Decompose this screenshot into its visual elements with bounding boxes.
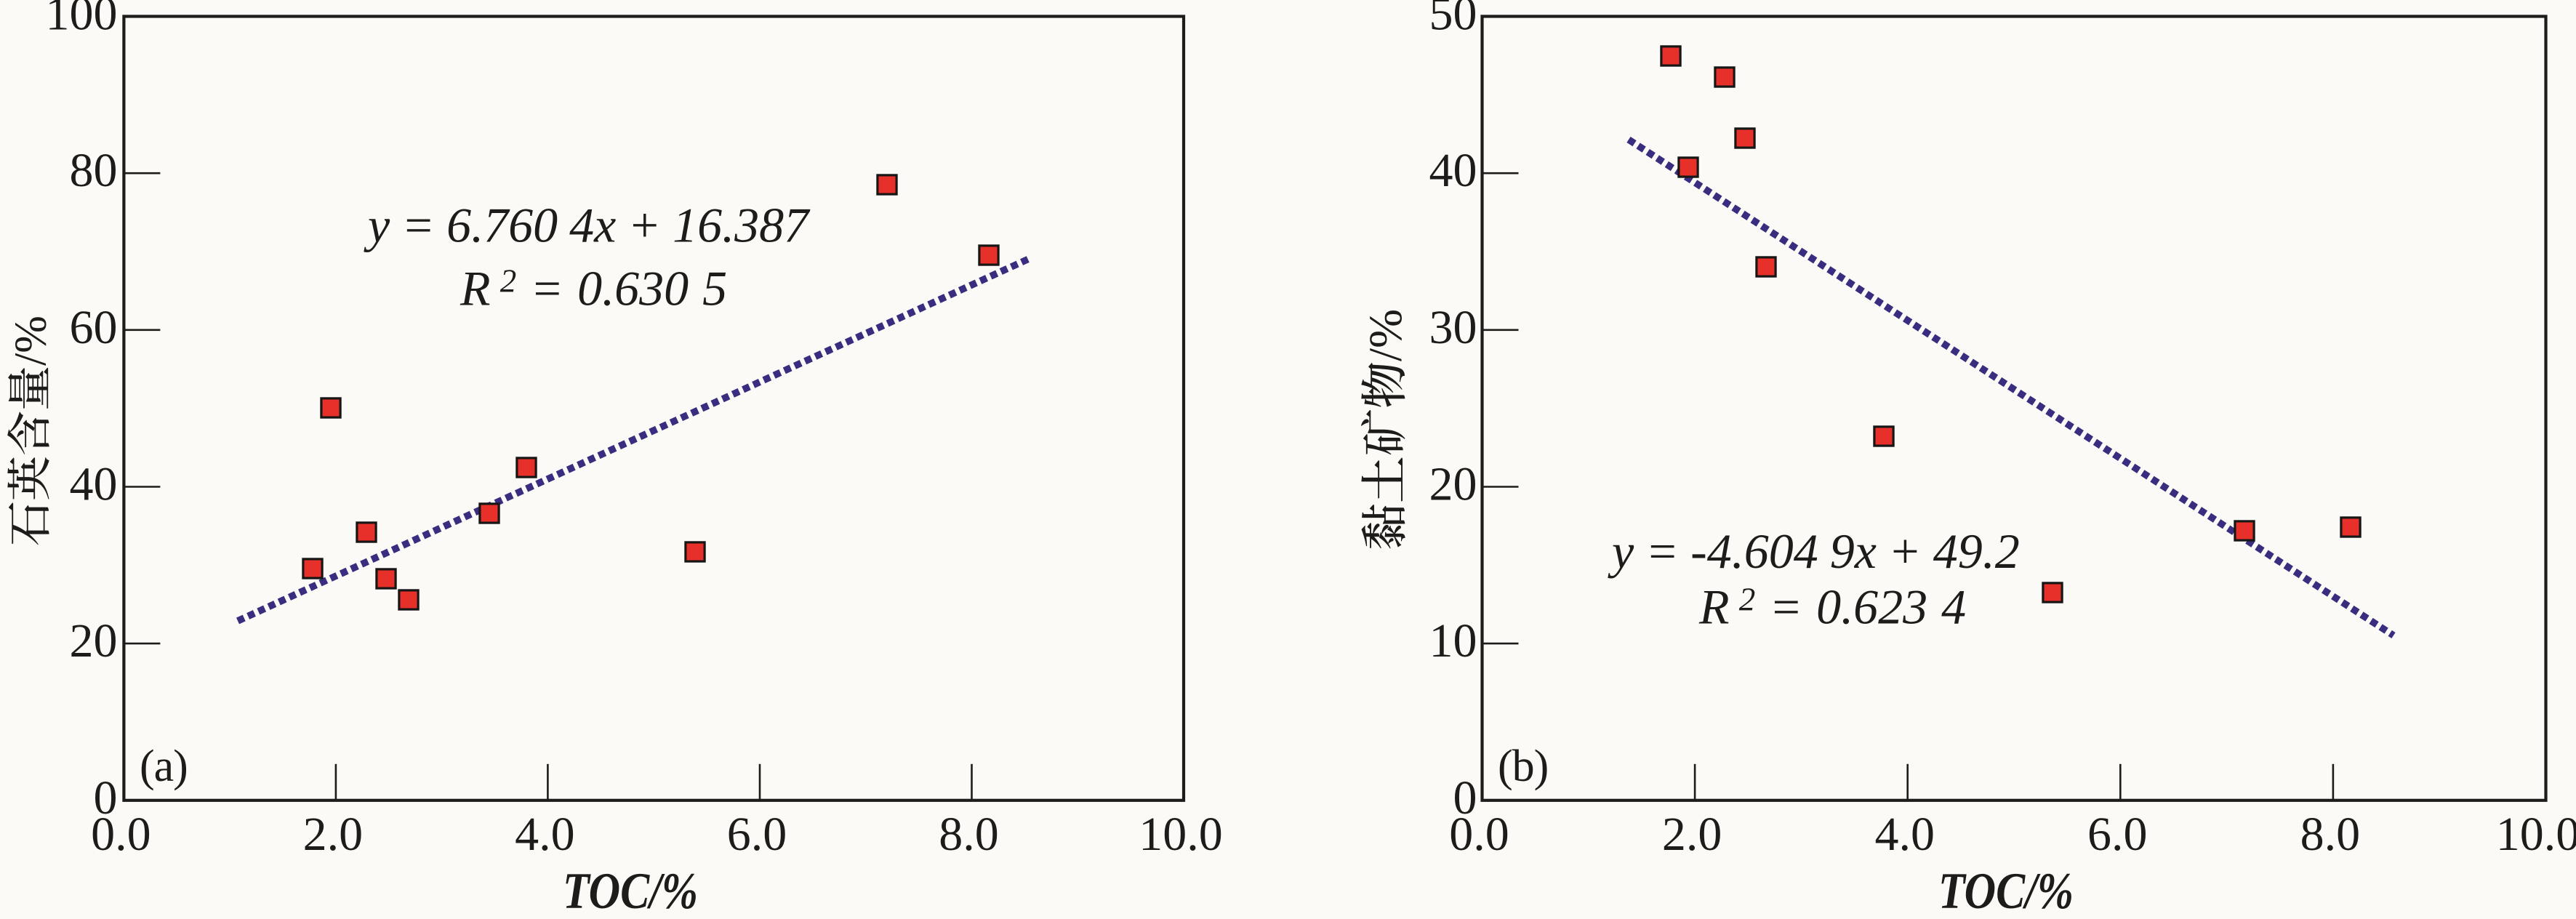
svg-text:8.0: 8.0: [939, 808, 999, 861]
svg-text:30: 30: [1429, 301, 1477, 354]
svg-text:2.0: 2.0: [303, 808, 364, 861]
svg-text:40: 40: [1429, 144, 1477, 197]
svg-text:10.0: 10.0: [2496, 808, 2576, 861]
svg-text:6.0: 6.0: [727, 808, 787, 861]
svg-text:80: 80: [70, 144, 118, 197]
svg-text:100: 100: [46, 0, 118, 41]
svg-text:/%: /%: [7, 316, 56, 366]
svg-text:TOC/%: TOC/%: [563, 863, 698, 915]
svg-text:0.0: 0.0: [91, 808, 151, 861]
svg-text:4.0: 4.0: [1874, 808, 1935, 861]
svg-text:0: 0: [94, 771, 118, 824]
svg-text:6.0: 6.0: [2087, 808, 2148, 861]
svg-text:60: 60: [70, 301, 118, 354]
svg-text:(b): (b): [1498, 742, 1548, 791]
svg-text:50: 50: [1429, 0, 1477, 41]
svg-text:y = -4.604 9x + 49.2: y = -4.604 9x + 49.2: [1608, 523, 2020, 579]
svg-text:8.0: 8.0: [2300, 808, 2361, 861]
svg-text:TOC/%: TOC/%: [1938, 863, 2074, 915]
svg-text:20: 20: [70, 614, 118, 667]
svg-text:(a): (a): [140, 742, 188, 791]
svg-text:40: 40: [70, 458, 118, 511]
svg-text:10: 10: [1429, 614, 1477, 667]
svg-text:R 2 = 0.623 4: R 2 = 0.623 4: [1698, 579, 1966, 635]
svg-text:10.0: 10.0: [1139, 808, 1223, 861]
svg-text:/%: /%: [1360, 309, 1412, 361]
svg-text:2.0: 2.0: [1662, 808, 1722, 861]
svg-text:0.0: 0.0: [1449, 808, 1509, 861]
svg-text:20: 20: [1429, 458, 1477, 511]
svg-text:0: 0: [1453, 771, 1477, 824]
svg-text:4.0: 4.0: [515, 808, 575, 861]
svg-text:y = 6.760 4x + 16.387: y = 6.760 4x + 16.387: [364, 198, 811, 253]
